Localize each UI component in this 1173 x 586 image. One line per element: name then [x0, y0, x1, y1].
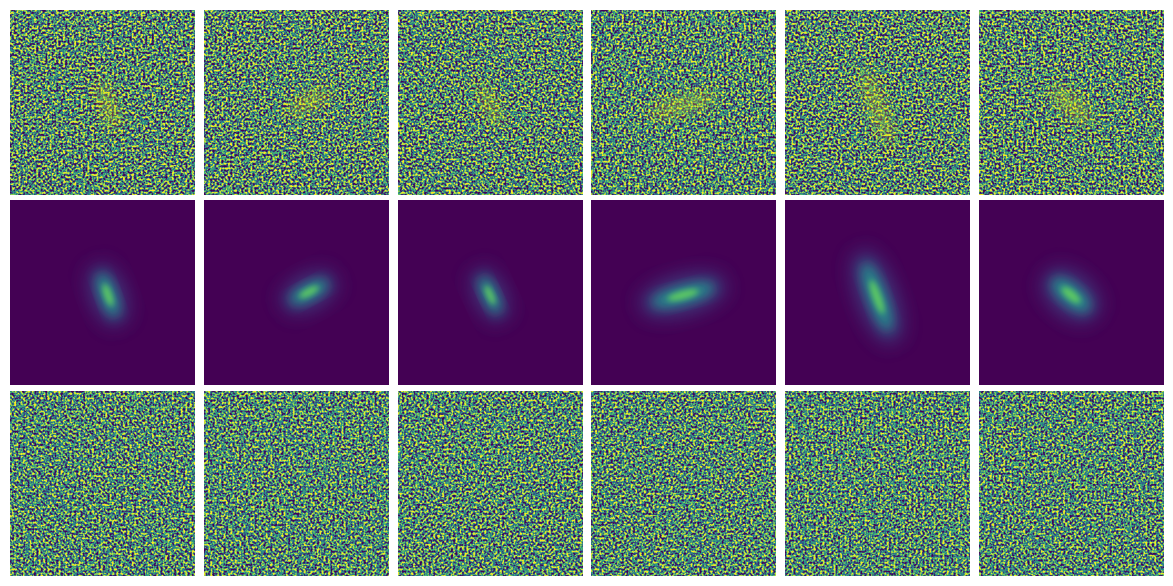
galaxy-core: [667, 289, 699, 301]
noise-overlay: [785, 10, 970, 195]
noise: [591, 391, 776, 576]
galaxy-core: [299, 286, 319, 298]
observed-panel: [785, 10, 970, 195]
noise-overlay: [398, 10, 583, 195]
observed-panel: [591, 10, 776, 195]
noise: [10, 391, 195, 576]
noise: [785, 391, 970, 576]
model-panel: [979, 200, 1164, 385]
noise-overlay: [204, 10, 389, 195]
observed-panel: [10, 10, 195, 195]
model-panel: [10, 200, 195, 385]
noise: [398, 391, 583, 576]
observed-panel: [979, 10, 1164, 195]
noise: [979, 391, 1164, 576]
observed-panel: [398, 10, 583, 195]
noise-overlay: [979, 10, 1164, 195]
residual-panel: [10, 391, 195, 576]
model-panel: [591, 200, 776, 385]
galaxy-core: [1061, 286, 1081, 304]
noise-overlay: [10, 10, 195, 195]
noise: [204, 391, 389, 576]
residual-panel: [979, 391, 1164, 576]
residual-panel: [398, 391, 583, 576]
model-panel: [204, 200, 389, 385]
residual-panel: [785, 391, 970, 576]
galaxy-core: [102, 283, 114, 307]
observed-panel: [204, 10, 389, 195]
galaxy-core: [484, 285, 496, 305]
noise-overlay: [591, 10, 776, 195]
galaxy-core: [869, 280, 885, 314]
model-panel: [398, 200, 583, 385]
residual-panel: [204, 391, 389, 576]
model-panel: [785, 200, 970, 385]
residual-panel: [591, 391, 776, 576]
